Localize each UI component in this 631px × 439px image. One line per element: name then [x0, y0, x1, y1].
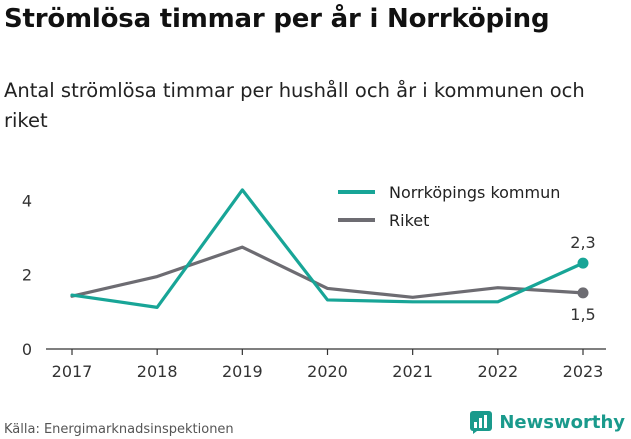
y-axis: 0 2 4 [22, 191, 32, 359]
brand-logo: Newsworthy [469, 410, 625, 434]
series-line-norrkoping [70, 188, 585, 309]
x-tick-label: 2021 [392, 362, 433, 381]
newsworthy-logo-icon [470, 411, 493, 434]
end-point-riket [577, 287, 589, 299]
x-ticks: 2017 2018 2019 2020 2021 2022 2023 [52, 349, 604, 381]
brand-name: Newsworthy [499, 411, 625, 433]
legend-label-riket: Riket [389, 211, 429, 230]
x-axis: 2017 2018 2019 2020 2021 2022 2023 [46, 348, 606, 381]
series-line-riket [70, 245, 585, 299]
x-tick-label: 2017 [52, 362, 93, 381]
end-label-norrkoping: 2,3 [570, 233, 595, 252]
end-labels: 2,3 1,5 [570, 233, 595, 324]
legend-label-norrkoping: Norrköpings kommun [389, 183, 560, 202]
x-tick-label: 2018 [137, 362, 178, 381]
x-tick-label: 2019 [222, 362, 263, 381]
end-label-riket: 1,5 [570, 305, 595, 324]
y-tick-label: 2 [22, 266, 32, 285]
source-note: Källa: Energimarknadsinspektionen [4, 422, 234, 437]
y-tick-label: 4 [22, 191, 32, 210]
end-point-norrkoping [577, 257, 589, 269]
y-tick-label: 0 [22, 340, 32, 359]
series-lines [70, 188, 589, 309]
x-tick-label: 2020 [307, 362, 348, 381]
chart-subtitle: Antal strömlösa timmar per hushåll och å… [4, 79, 585, 132]
x-tick-label: 2023 [563, 362, 604, 381]
x-tick-label: 2022 [477, 362, 518, 381]
legend: Norrköpings kommun Riket [338, 183, 560, 230]
chart-title: Strömlösa timmar per år i Norrköping [4, 4, 550, 34]
